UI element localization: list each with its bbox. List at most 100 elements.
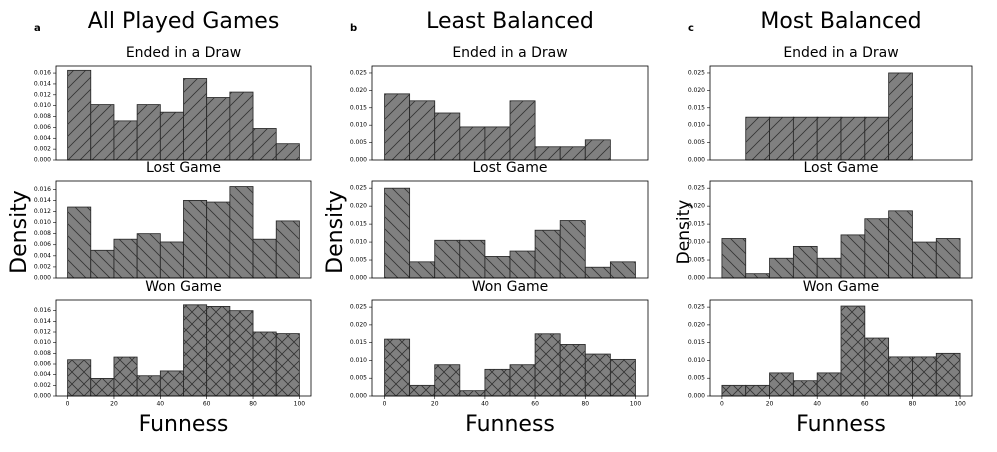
bar-hatch xyxy=(137,375,161,396)
bar-hatch xyxy=(160,370,184,396)
y-tick-label: 0.020 xyxy=(688,203,705,210)
bar-hatch xyxy=(253,128,277,160)
bar-hatch xyxy=(434,364,460,396)
y-tick-label: 0.000 xyxy=(688,157,705,164)
bar-hatch xyxy=(817,372,841,396)
bar-hatch xyxy=(384,93,410,160)
bar-hatch xyxy=(936,353,961,396)
bar-hatch xyxy=(183,304,207,396)
y-tick-label: 0.002 xyxy=(34,263,51,270)
bar-hatch xyxy=(459,240,485,278)
y-axis-label: Density xyxy=(323,190,348,274)
bar-hatch xyxy=(90,250,114,278)
axes-frame xyxy=(371,65,649,161)
axes-frame xyxy=(709,299,973,397)
y-tick-label: 0.020 xyxy=(688,87,705,94)
bar-hatch xyxy=(510,364,536,396)
bar-hatch xyxy=(510,100,536,160)
y-tick-label: 0.014 xyxy=(34,80,51,87)
bar-hatch xyxy=(229,92,254,160)
subplot-title: Ended in a Draw xyxy=(783,45,898,61)
y-tick-label: 0.000 xyxy=(34,275,51,282)
bar-hatch xyxy=(888,72,913,160)
bar-hatch xyxy=(912,242,937,278)
bar-hatch xyxy=(206,306,230,396)
y-tick-label: 0.012 xyxy=(34,208,51,215)
y-tick-label: 0.010 xyxy=(688,122,705,129)
bar-hatch xyxy=(793,117,818,160)
bar-hatch xyxy=(535,333,561,396)
y-tick-label: 0.012 xyxy=(34,91,51,98)
bar-hatch xyxy=(721,238,746,278)
bar-hatch xyxy=(585,354,611,396)
y-tick-label: 0.010 xyxy=(350,239,367,246)
y-tick-label: 0.010 xyxy=(350,357,367,364)
bar-hatch xyxy=(745,273,770,278)
y-tick-label: 0.000 xyxy=(350,275,367,282)
x-tick-label: 100 xyxy=(294,401,306,408)
bar-hatch xyxy=(229,310,254,396)
y-tick-label: 0.012 xyxy=(34,329,51,336)
bar-hatch xyxy=(585,139,611,160)
bar-hatch xyxy=(276,220,300,278)
y-tick-label: 0.000 xyxy=(688,275,705,282)
bar-hatch xyxy=(183,200,207,278)
y-tick-label: 0.004 xyxy=(34,252,51,259)
bar-hatch xyxy=(535,230,561,278)
bar-hatch xyxy=(409,261,435,278)
bar-hatch xyxy=(253,239,277,278)
bar-hatch xyxy=(434,113,460,160)
y-tick-label: 0.020 xyxy=(688,321,705,328)
axes-frame xyxy=(709,180,973,279)
y-axis-label: Density xyxy=(7,190,32,274)
y-tick-label: 0.025 xyxy=(350,69,367,76)
bar-hatch xyxy=(912,356,937,396)
bar-hatch xyxy=(384,339,410,396)
x-axis-label: Funness xyxy=(796,412,886,437)
y-tick-label: 0.008 xyxy=(34,350,51,357)
bar-hatch xyxy=(459,126,485,160)
subplot-title: Won Game xyxy=(145,279,222,295)
bar-hatch xyxy=(769,372,794,396)
y-tick-label: 0.006 xyxy=(34,361,51,368)
bar-hatch xyxy=(535,146,561,160)
subplot-title: Lost Game xyxy=(146,160,221,176)
bar-hatch xyxy=(560,146,586,160)
y-tick-label: 0.025 xyxy=(688,69,705,76)
x-tick-label: 60 xyxy=(531,401,539,408)
panel-label: b xyxy=(350,23,357,34)
bar-hatch xyxy=(160,112,184,160)
x-tick-label: 40 xyxy=(481,401,489,408)
y-tick-label: 0.014 xyxy=(34,318,51,325)
bar-hatch xyxy=(560,220,586,278)
x-tick-label: 60 xyxy=(861,401,869,408)
x-axis-label: Funness xyxy=(465,412,555,437)
y-tick-label: 0.015 xyxy=(350,221,367,228)
y-tick-label: 0.000 xyxy=(34,393,51,400)
bar-hatch xyxy=(113,357,138,396)
bar-hatch xyxy=(745,117,770,160)
panel-title: All Played Games xyxy=(88,9,280,34)
y-tick-label: 0.025 xyxy=(688,304,705,311)
x-tick-label: 40 xyxy=(813,401,821,408)
bar-hatch xyxy=(585,267,611,278)
y-tick-label: 0.010 xyxy=(350,122,367,129)
bar-hatch xyxy=(745,385,770,396)
bar-hatch xyxy=(137,233,161,278)
y-tick-label: 0.014 xyxy=(34,197,51,204)
y-tick-label: 0.015 xyxy=(688,221,705,228)
y-tick-label: 0.010 xyxy=(34,339,51,346)
bar-hatch xyxy=(113,120,138,160)
bar-hatch xyxy=(276,143,300,160)
bar-hatch xyxy=(817,258,841,278)
bar-hatch xyxy=(769,117,794,160)
bar-hatch xyxy=(864,117,889,160)
y-tick-label: 0.000 xyxy=(350,157,367,164)
bar-hatch xyxy=(160,241,184,278)
bar-hatch xyxy=(841,234,865,278)
bar-hatch xyxy=(113,239,138,278)
x-axis-label: Funness xyxy=(139,412,229,437)
y-tick-label: 0.005 xyxy=(688,257,705,264)
subplot-title: Ended in a Draw xyxy=(126,45,241,61)
